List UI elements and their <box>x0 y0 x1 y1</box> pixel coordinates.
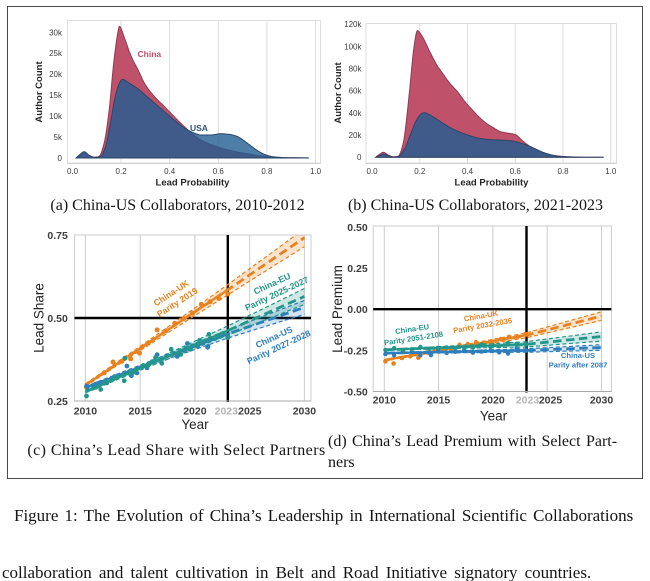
svg-text:0.50: 0.50 <box>47 313 68 325</box>
svg-text:1.0: 1.0 <box>310 167 322 176</box>
svg-text:Year: Year <box>480 408 508 423</box>
svg-text:Year: Year <box>181 417 209 432</box>
svg-text:0.25: 0.25 <box>47 396 68 408</box>
svg-text:Lead Probability: Lead Probability <box>156 178 231 189</box>
svg-text:China: China <box>138 49 162 59</box>
svg-text:0.8: 0.8 <box>557 167 569 176</box>
svg-text:0.0: 0.0 <box>67 167 79 176</box>
svg-text:0.50: 0.50 <box>347 222 368 234</box>
svg-text:2020: 2020 <box>481 395 505 407</box>
svg-text:2025: 2025 <box>539 395 563 407</box>
svg-text:2025: 2025 <box>238 406 262 418</box>
svg-text:2030: 2030 <box>293 406 317 418</box>
svg-text:25k: 25k <box>49 49 63 58</box>
svg-text:0.25: 0.25 <box>347 263 368 275</box>
svg-text:0.2: 0.2 <box>414 167 426 176</box>
svg-text:120k: 120k <box>344 20 362 29</box>
svg-text:0: 0 <box>58 154 63 163</box>
svg-text:100k: 100k <box>344 42 362 51</box>
svg-text:15k: 15k <box>49 91 63 100</box>
svg-text:2023: 2023 <box>516 395 540 407</box>
svg-text:2020: 2020 <box>183 406 207 418</box>
svg-text:Author Count: Author Count <box>34 61 45 123</box>
svg-text:USA: USA <box>190 123 208 133</box>
svg-text:0.4: 0.4 <box>462 167 474 176</box>
svg-text:Lead Premium: Lead Premium <box>330 265 345 353</box>
svg-text:30k: 30k <box>49 28 63 37</box>
svg-text:-0.25: -0.25 <box>344 345 368 357</box>
svg-text:0.00: 0.00 <box>347 304 368 316</box>
svg-text:0.2: 0.2 <box>116 167 128 176</box>
svg-text:0.0: 0.0 <box>366 167 378 176</box>
svg-text:Lead Share: Lead Share <box>31 283 46 353</box>
svg-text:Lead Probability: Lead Probability <box>455 178 530 189</box>
svg-text:Parity after 2087: Parity after 2087 <box>549 361 608 370</box>
svg-text:0.4: 0.4 <box>164 167 176 176</box>
svg-text:5k: 5k <box>54 133 63 142</box>
svg-text:2010: 2010 <box>74 406 98 418</box>
svg-text:0.6: 0.6 <box>213 167 225 176</box>
svg-text:20k: 20k <box>349 131 363 140</box>
svg-text:10k: 10k <box>49 112 63 121</box>
svg-text:2015: 2015 <box>427 395 451 407</box>
svg-text:0: 0 <box>357 153 362 162</box>
svg-text:China-US: China-US <box>561 351 595 360</box>
svg-text:2030: 2030 <box>590 395 614 407</box>
svg-text:-0.50: -0.50 <box>344 387 368 399</box>
svg-text:20k: 20k <box>49 70 63 79</box>
svg-text:0.75: 0.75 <box>47 230 68 242</box>
svg-text:2023: 2023 <box>215 406 239 418</box>
svg-text:Author Count: Author Count <box>333 62 344 124</box>
svg-text:80k: 80k <box>349 65 363 74</box>
svg-text:60k: 60k <box>349 87 363 96</box>
svg-text:40k: 40k <box>349 109 363 118</box>
svg-text:2015: 2015 <box>129 406 153 418</box>
svg-text:2010: 2010 <box>373 395 397 407</box>
svg-text:0.6: 0.6 <box>510 167 522 176</box>
svg-text:0.8: 0.8 <box>261 167 273 176</box>
svg-text:1.0: 1.0 <box>605 167 617 176</box>
